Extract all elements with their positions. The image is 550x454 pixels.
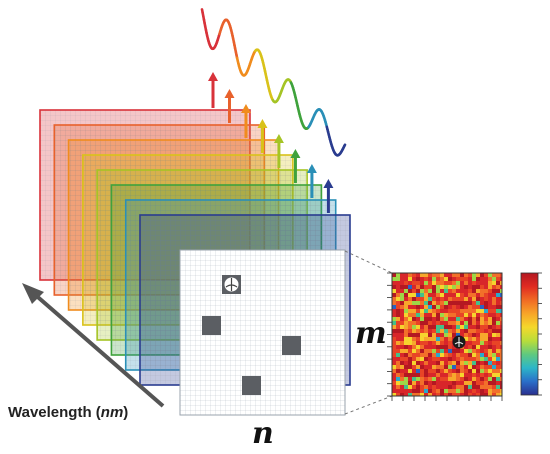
spectrum-curve-segment	[344, 145, 345, 146]
wavelength-axis-label: Wavelength (nm)	[8, 404, 128, 421]
heat-map	[392, 273, 504, 397]
pixel-square	[202, 316, 221, 335]
m-axis-label: m	[355, 316, 387, 351]
arrow-head	[290, 149, 300, 158]
arrow-head	[224, 89, 234, 98]
arrow-head	[323, 179, 333, 188]
colorbar	[521, 273, 538, 395]
pixel-square	[282, 336, 301, 355]
arrow-head	[241, 104, 251, 113]
front-image-layer	[180, 250, 345, 415]
wavelength-label-text: Wavelength (	[8, 404, 101, 421]
arrow-head	[307, 164, 317, 173]
wavelength-unit: nm	[101, 404, 124, 421]
pixel-square	[242, 376, 261, 395]
wavelength-arrow-band-red	[208, 72, 218, 108]
connector-line-top	[345, 251, 392, 273]
arrow-head	[257, 119, 267, 128]
wavelength-label-close: )	[123, 404, 128, 421]
connector-line-bottom	[345, 396, 392, 414]
n-axis-label: n	[252, 416, 274, 451]
arrow-head	[208, 72, 218, 81]
arrow-head	[274, 134, 284, 143]
